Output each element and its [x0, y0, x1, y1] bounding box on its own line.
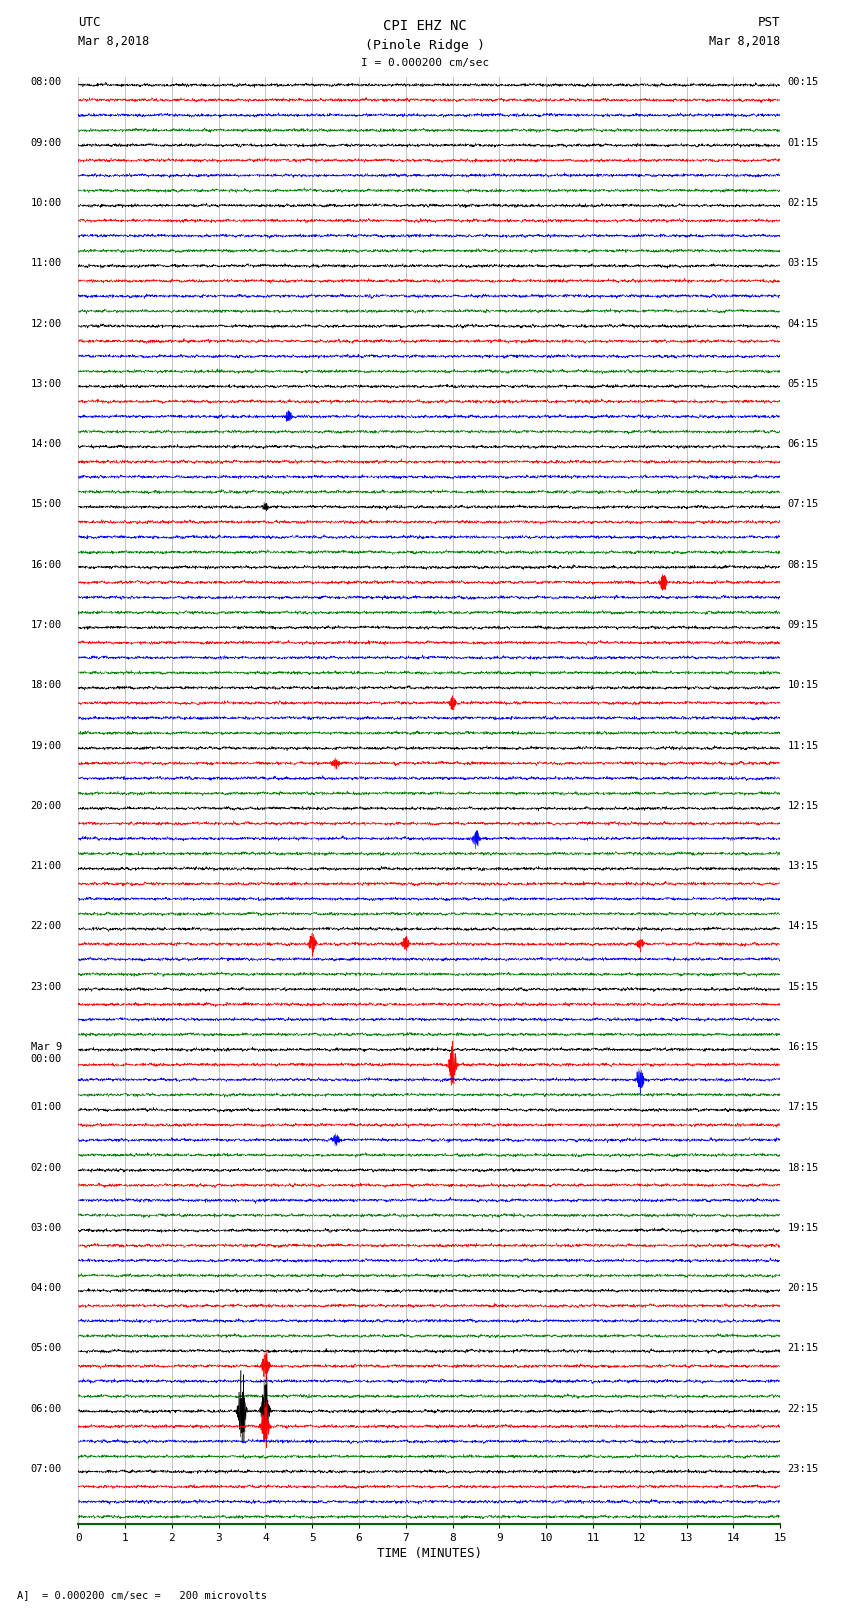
Text: 16:15: 16:15: [787, 1042, 819, 1052]
Text: 21:00: 21:00: [31, 861, 62, 871]
Text: 23:15: 23:15: [787, 1465, 819, 1474]
Text: 13:00: 13:00: [31, 379, 62, 389]
Text: 11:00: 11:00: [31, 258, 62, 268]
Text: 17:15: 17:15: [787, 1102, 819, 1113]
Text: 02:00: 02:00: [31, 1163, 62, 1173]
Text: 09:00: 09:00: [31, 137, 62, 148]
Text: Mar 8,2018: Mar 8,2018: [709, 35, 780, 48]
Text: 14:15: 14:15: [787, 921, 819, 931]
Text: 20:00: 20:00: [31, 800, 62, 811]
Text: 15:15: 15:15: [787, 982, 819, 992]
Text: 18:00: 18:00: [31, 681, 62, 690]
Text: 10:15: 10:15: [787, 681, 819, 690]
Text: 21:15: 21:15: [787, 1344, 819, 1353]
Text: 22:00: 22:00: [31, 921, 62, 931]
Text: 16:00: 16:00: [31, 560, 62, 569]
Text: 23:00: 23:00: [31, 982, 62, 992]
Text: 08:15: 08:15: [787, 560, 819, 569]
Text: 12:15: 12:15: [787, 800, 819, 811]
Text: Mar 9
00:00: Mar 9 00:00: [31, 1042, 62, 1063]
Text: 04:15: 04:15: [787, 319, 819, 329]
Text: 20:15: 20:15: [787, 1284, 819, 1294]
Text: 04:00: 04:00: [31, 1284, 62, 1294]
Text: 17:00: 17:00: [31, 619, 62, 631]
Text: 09:15: 09:15: [787, 619, 819, 631]
Text: 03:00: 03:00: [31, 1223, 62, 1232]
X-axis label: TIME (MINUTES): TIME (MINUTES): [377, 1547, 482, 1560]
Text: PST: PST: [758, 16, 780, 29]
Text: 13:15: 13:15: [787, 861, 819, 871]
Text: I = 0.000200 cm/sec: I = 0.000200 cm/sec: [361, 58, 489, 68]
Text: 02:15: 02:15: [787, 198, 819, 208]
Text: CPI EHZ NC: CPI EHZ NC: [383, 19, 467, 34]
Text: 18:15: 18:15: [787, 1163, 819, 1173]
Text: 11:15: 11:15: [787, 740, 819, 750]
Text: 19:15: 19:15: [787, 1223, 819, 1232]
Text: 08:00: 08:00: [31, 77, 62, 87]
Text: 10:00: 10:00: [31, 198, 62, 208]
Text: (Pinole Ridge ): (Pinole Ridge ): [365, 39, 485, 52]
Text: 19:00: 19:00: [31, 740, 62, 750]
Text: 14:00: 14:00: [31, 439, 62, 448]
Text: 07:15: 07:15: [787, 500, 819, 510]
Text: 06:15: 06:15: [787, 439, 819, 448]
Text: 22:15: 22:15: [787, 1403, 819, 1413]
Text: A]  = 0.000200 cm/sec =   200 microvolts: A] = 0.000200 cm/sec = 200 microvolts: [17, 1590, 267, 1600]
Text: UTC: UTC: [78, 16, 100, 29]
Text: 07:00: 07:00: [31, 1465, 62, 1474]
Text: 12:00: 12:00: [31, 319, 62, 329]
Text: Mar 8,2018: Mar 8,2018: [78, 35, 150, 48]
Text: 01:15: 01:15: [787, 137, 819, 148]
Text: 05:00: 05:00: [31, 1344, 62, 1353]
Text: 00:15: 00:15: [787, 77, 819, 87]
Text: 15:00: 15:00: [31, 500, 62, 510]
Text: 05:15: 05:15: [787, 379, 819, 389]
Text: 06:00: 06:00: [31, 1403, 62, 1413]
Text: 01:00: 01:00: [31, 1102, 62, 1113]
Text: 03:15: 03:15: [787, 258, 819, 268]
